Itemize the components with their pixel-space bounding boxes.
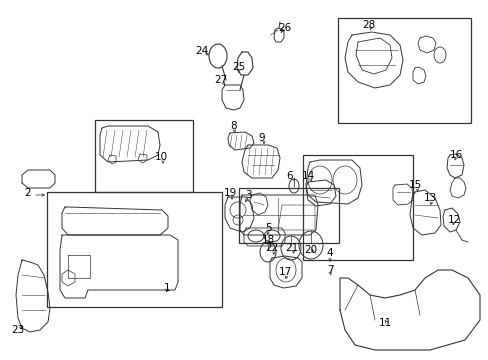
Text: 22: 22 bbox=[265, 243, 278, 253]
Text: 12: 12 bbox=[447, 215, 460, 225]
Text: 1: 1 bbox=[163, 283, 170, 293]
Bar bbox=[239, 188, 338, 243]
Text: 25: 25 bbox=[232, 62, 245, 72]
Text: 4: 4 bbox=[326, 248, 333, 258]
Text: 6: 6 bbox=[286, 171, 293, 181]
Text: 17: 17 bbox=[278, 267, 291, 277]
Bar bbox=[337, 18, 470, 123]
Text: 15: 15 bbox=[407, 180, 421, 190]
Text: 27: 27 bbox=[214, 75, 227, 85]
Text: 5: 5 bbox=[264, 223, 271, 233]
Bar bbox=[95, 120, 193, 192]
Text: 7: 7 bbox=[326, 265, 333, 275]
Text: 8: 8 bbox=[230, 121, 237, 131]
Bar bbox=[47, 192, 222, 307]
Text: 3: 3 bbox=[244, 190, 251, 200]
Text: 19: 19 bbox=[223, 188, 236, 198]
Text: 24: 24 bbox=[195, 46, 208, 56]
Text: 2: 2 bbox=[24, 188, 31, 198]
Bar bbox=[303, 155, 412, 260]
Text: 13: 13 bbox=[423, 193, 436, 203]
Text: 11: 11 bbox=[378, 318, 391, 328]
Text: 16: 16 bbox=[448, 150, 462, 160]
Text: 20: 20 bbox=[304, 245, 317, 255]
Text: 14: 14 bbox=[301, 171, 314, 181]
Text: 21: 21 bbox=[285, 243, 298, 253]
Text: 26: 26 bbox=[278, 23, 291, 33]
Text: 10: 10 bbox=[154, 152, 167, 162]
Text: 18: 18 bbox=[261, 235, 274, 245]
Text: 23: 23 bbox=[11, 325, 24, 335]
Text: 9: 9 bbox=[258, 133, 265, 143]
Text: 28: 28 bbox=[362, 20, 375, 30]
